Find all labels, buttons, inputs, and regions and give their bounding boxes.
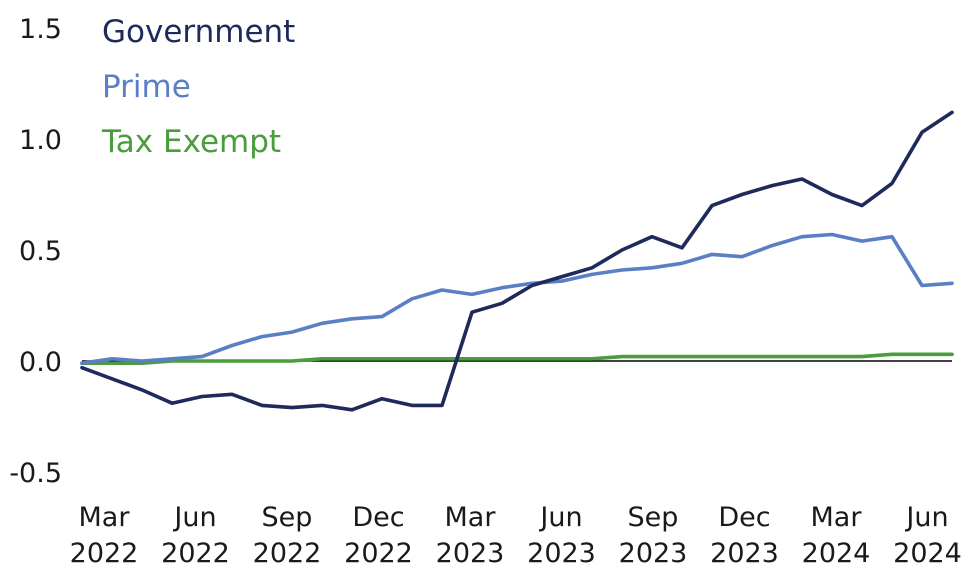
x-tick-month: Dec	[352, 502, 404, 533]
x-tick-month: Mar	[79, 502, 131, 533]
x-tick-month: Sep	[628, 502, 679, 533]
y-tick-label: 0.5	[19, 236, 62, 267]
y-tick-label: -0.5	[9, 458, 62, 489]
x-tick-year: 2022	[344, 538, 413, 569]
legend: Government Prime Tax Exempt	[101, 14, 295, 160]
x-tick-year: 2024	[802, 538, 871, 569]
x-tick-year: 2022	[253, 538, 322, 569]
series-lines	[80, 110, 954, 412]
series-line-government	[80, 110, 954, 412]
x-tick-month: Mar	[811, 502, 863, 533]
x-tick-label: Jun 2023	[527, 502, 596, 569]
y-tick-label: 1.0	[19, 125, 62, 156]
x-tick-year: 2023	[436, 538, 505, 569]
x-tick-year: 2023	[527, 538, 596, 569]
y-axis-tick-labels: -0.5 0.0 0.5 1.0 1.5	[9, 14, 62, 489]
series-line-prime	[80, 232, 954, 366]
x-tick-label: Mar 2022	[70, 502, 139, 569]
x-tick-label: Dec 2023	[710, 502, 779, 569]
x-tick-year: 2023	[710, 538, 779, 569]
series-line-tax-exempt	[80, 352, 954, 366]
x-axis-tick-labels: Mar 2022 Jun 2022 Sep 2022 Dec 2022 Mar 2023 Jun 20…	[70, 502, 962, 569]
y-tick-label: 1.5	[19, 14, 62, 45]
x-tick-label: Sep 2023	[619, 502, 688, 569]
x-tick-month: Mar	[445, 502, 497, 533]
x-tick-label: Mar 2023	[436, 502, 505, 569]
x-tick-month: Dec	[718, 502, 770, 533]
x-tick-label: Jun 2024	[893, 502, 962, 569]
x-tick-month: Jun	[172, 502, 216, 533]
x-tick-month: Jun	[538, 502, 582, 533]
legend-entry-government: Government	[102, 14, 295, 50]
x-tick-label: Mar 2024	[802, 502, 871, 569]
x-tick-year: 2024	[893, 538, 962, 569]
x-tick-month: Sep	[262, 502, 313, 533]
legend-entry-prime: Prime	[102, 69, 191, 105]
y-tick-label: 0.0	[19, 347, 62, 378]
x-tick-label: Dec 2022	[344, 502, 413, 569]
x-tick-year: 2022	[70, 538, 139, 569]
x-tick-year: 2023	[619, 538, 688, 569]
x-tick-label: Jun 2022	[161, 502, 230, 569]
x-tick-label: Sep 2022	[253, 502, 322, 569]
x-tick-year: 2022	[161, 538, 230, 569]
legend-entry-tax-exempt: Tax Exempt	[101, 124, 281, 160]
x-tick-month: Jun	[904, 502, 948, 533]
